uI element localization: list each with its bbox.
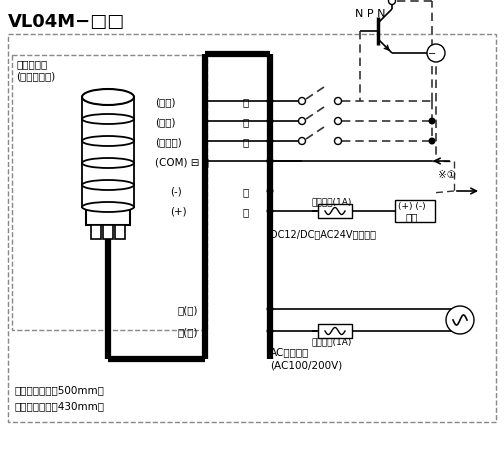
Circle shape [446,306,474,334]
Bar [318,205,352,218]
Text: (ブザー): (ブザー) [155,137,182,147]
Bar [91,225,101,240]
Text: (点灯・回転): (点灯・回転) [16,71,55,81]
Text: −: − [428,49,436,59]
Bar [318,325,352,338]
Text: ※①: ※① [438,170,456,179]
Text: VL04M−□□: VL04M−□□ [8,13,125,31]
Text: 黒: 黒 [242,187,248,196]
Bar [103,225,113,240]
Ellipse shape [82,90,134,106]
Circle shape [427,45,445,63]
Circle shape [335,138,342,145]
Text: DC12/DC・AC24V電源の時: DC12/DC・AC24V電源の時 [270,229,376,239]
Circle shape [389,0,396,6]
Circle shape [267,209,273,214]
Text: ヒューズ(1A): ヒューズ(1A) [312,197,352,206]
Text: (点灯): (点灯) [155,97,175,107]
Ellipse shape [82,137,134,147]
Bar [86,207,130,225]
Circle shape [267,119,273,124]
Circle shape [298,138,305,145]
Ellipse shape [82,202,134,213]
Circle shape [335,118,342,125]
Ellipse shape [82,159,134,168]
Ellipse shape [82,180,134,190]
Text: N P N: N P N [355,9,386,19]
Circle shape [429,139,435,145]
Text: (+) (-): (+) (-) [398,202,425,211]
Bar [82,164,134,185]
Text: 緑: 緑 [242,97,248,107]
Text: 赤: 赤 [242,207,248,217]
Circle shape [267,159,273,164]
Text: (COM) ⊟ 灘: (COM) ⊟ 灘 [155,157,209,167]
Circle shape [267,189,273,194]
Text: 白(黒): 白(黒) [177,304,198,314]
Circle shape [298,118,305,125]
Text: (AC100/200V): (AC100/200V) [270,360,342,370]
Bar [115,225,125,240]
Circle shape [267,329,273,334]
Bar [395,201,435,223]
Bar [12,56,207,330]
Bar [82,98,134,120]
Circle shape [267,99,273,105]
Text: (-): (-) [170,187,182,196]
Circle shape [298,98,305,105]
Bar [82,142,134,164]
Circle shape [267,159,273,164]
Text: ニコ・ミニ: ニコ・ミニ [16,59,47,69]
Text: ヒューズ(1A): ヒューズ(1A) [312,337,352,346]
Text: 橙: 橙 [242,117,248,127]
Circle shape [335,98,342,105]
Bar [82,185,134,207]
Text: (+): (+) [170,207,186,217]
Circle shape [267,139,273,145]
Bar [8,35,496,422]
Ellipse shape [82,115,134,125]
Text: 電源: 電源 [405,212,417,222]
Text: 黒(黒): 黒(黒) [177,326,198,336]
Circle shape [267,307,273,312]
Text: 制御入力（線長500mm）: 制御入力（線長500mm） [14,384,104,394]
Circle shape [429,119,435,124]
Text: 紫: 紫 [242,137,248,147]
Text: (回転): (回転) [155,117,175,127]
Text: AC電源の時: AC電源の時 [270,346,309,356]
Bar [82,120,134,142]
Text: 電源線　（線長430mm）: 電源線 （線長430mm） [14,400,104,410]
